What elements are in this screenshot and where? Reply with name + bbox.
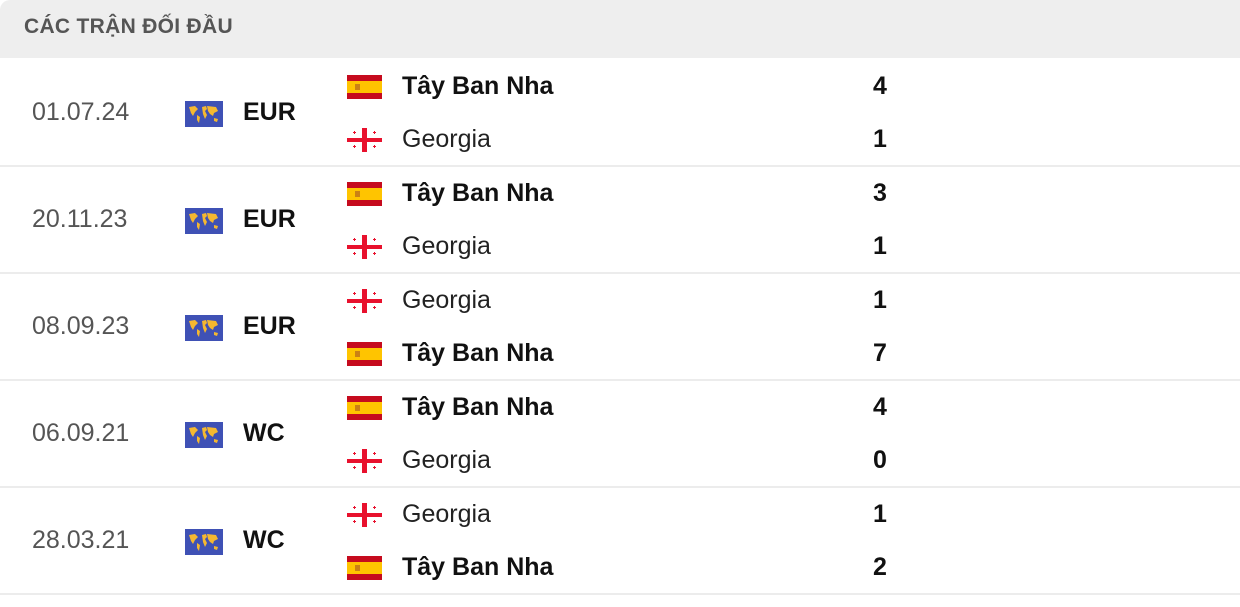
match-date: 06.09.21 xyxy=(32,419,130,447)
competition-world-icon xyxy=(185,101,223,127)
team-name: Tây Ban Nha xyxy=(402,553,554,581)
team-line: Georgia 1 xyxy=(347,125,1207,155)
match-date: 20.11.23 xyxy=(32,205,128,233)
georgia-flag-icon xyxy=(347,128,382,152)
team-name: Georgia xyxy=(402,500,491,528)
competition-world-icon xyxy=(185,529,223,555)
competition-world-icon xyxy=(185,422,223,448)
georgia-flag-icon xyxy=(347,449,382,473)
team-line: Georgia 1 xyxy=(347,232,1207,262)
competition-world-icon xyxy=(185,315,223,341)
match-row[interactable]: 28.03.21 WC Georgia 1 Tây Ban Nha 2 xyxy=(0,488,1240,595)
competition-label: EUR xyxy=(243,98,296,126)
georgia-flag-icon xyxy=(347,503,382,527)
section-header: CÁC TRẬN ĐỐI ĐẦU xyxy=(0,0,1240,58)
team-name: Tây Ban Nha xyxy=(402,339,554,367)
team-name: Tây Ban Nha xyxy=(402,72,554,100)
team-line: Tây Ban Nha 3 xyxy=(347,179,1207,209)
team-score: 1 xyxy=(873,125,887,153)
match-date: 28.03.21 xyxy=(32,526,130,554)
spain-flag-icon xyxy=(347,182,382,206)
team-score: 2 xyxy=(873,553,887,581)
team-score: 4 xyxy=(873,393,887,421)
team-name: Georgia xyxy=(402,232,491,260)
match-row[interactable]: 06.09.21 WC Tây Ban Nha 4 Georgia 0 xyxy=(0,381,1240,488)
match-row[interactable]: 08.09.23 EUR Georgia 1 Tây Ban Nha 7 xyxy=(0,274,1240,381)
team-score: 1 xyxy=(873,286,887,314)
team-score: 0 xyxy=(873,446,887,474)
team-score: 7 xyxy=(873,339,887,367)
spain-flag-icon xyxy=(347,342,382,366)
team-line: Georgia 1 xyxy=(347,500,1207,530)
team-line: Georgia 1 xyxy=(347,286,1207,316)
competition-label: WC xyxy=(243,419,285,447)
team-name: Tây Ban Nha xyxy=(402,179,554,207)
team-name: Georgia xyxy=(402,286,491,314)
competition-label: WC xyxy=(243,526,285,554)
team-name: Tây Ban Nha xyxy=(402,393,554,421)
spain-flag-icon xyxy=(347,556,382,580)
match-row[interactable]: 20.11.23 EUR Tây Ban Nha 3 Georgia 1 xyxy=(0,167,1240,274)
spain-flag-icon xyxy=(347,396,382,420)
team-line: Georgia 0 xyxy=(347,446,1207,476)
team-name: Georgia xyxy=(402,125,491,153)
team-line: Tây Ban Nha 4 xyxy=(347,393,1207,423)
team-line: Tây Ban Nha 2 xyxy=(347,553,1207,583)
team-line: Tây Ban Nha 4 xyxy=(347,72,1207,102)
competition-label: EUR xyxy=(243,205,296,233)
match-date: 01.07.24 xyxy=(32,98,130,126)
team-score: 1 xyxy=(873,232,887,260)
competition-world-icon xyxy=(185,208,223,234)
team-score: 3 xyxy=(873,179,887,207)
section-title: CÁC TRẬN ĐỐI ĐẦU xyxy=(24,15,233,38)
competition-label: EUR xyxy=(243,312,296,340)
spain-flag-icon xyxy=(347,75,382,99)
team-score: 1 xyxy=(873,500,887,528)
georgia-flag-icon xyxy=(347,235,382,259)
team-line: Tây Ban Nha 7 xyxy=(347,339,1207,369)
team-score: 4 xyxy=(873,72,887,100)
match-row[interactable]: 01.07.24 EUR Tây Ban Nha 4 Georgia 1 xyxy=(0,60,1240,167)
match-date: 08.09.23 xyxy=(32,312,130,340)
georgia-flag-icon xyxy=(347,289,382,313)
team-name: Georgia xyxy=(402,446,491,474)
